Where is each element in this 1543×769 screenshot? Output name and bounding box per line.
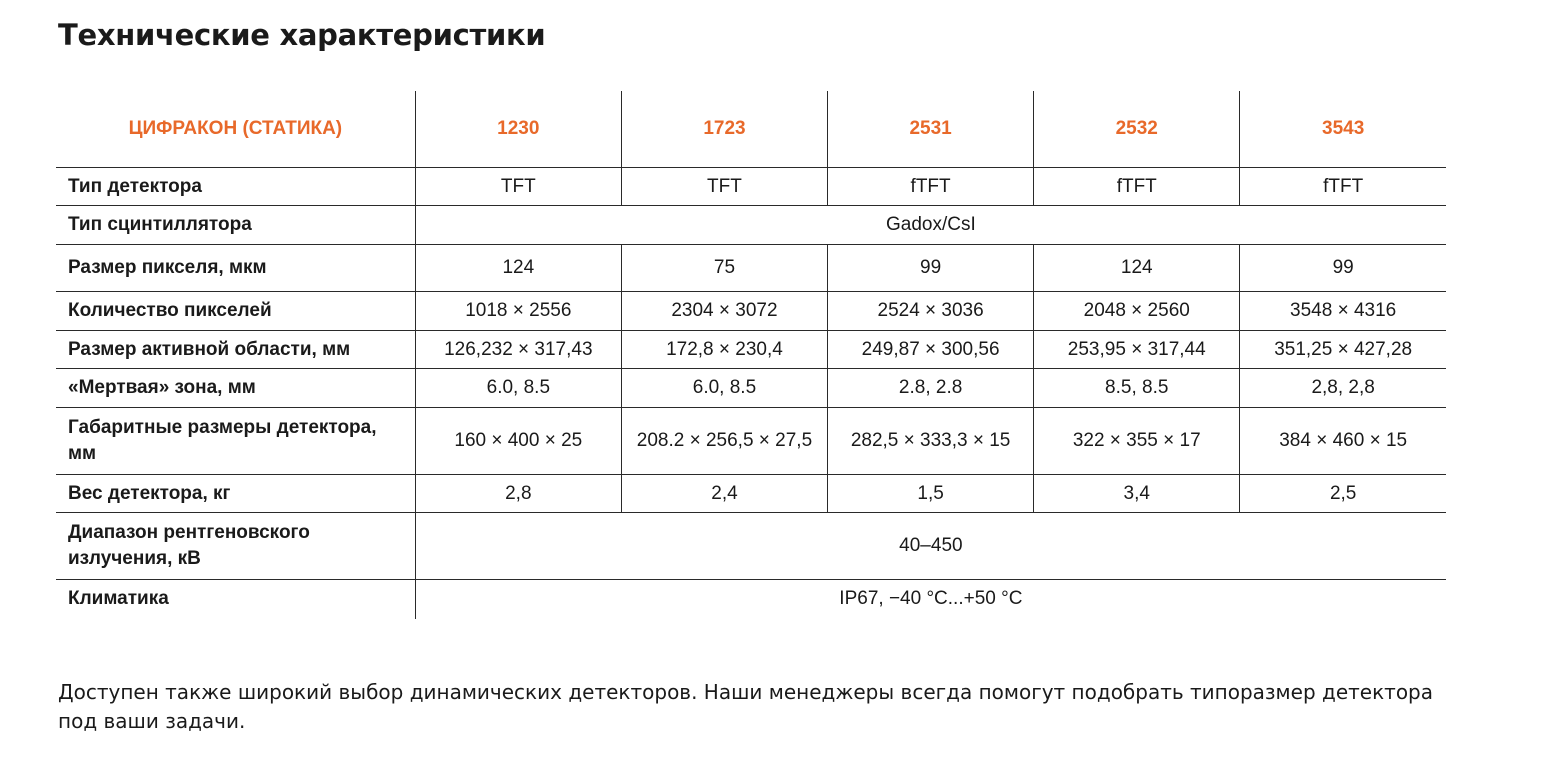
- row-weight: Вес детектора, кг 2,8 2,4 1,5 3,4 2,5: [56, 474, 1446, 513]
- row-xray-range: Диапазон рентгеновского излучения, кВ 40…: [56, 512, 1446, 580]
- cell-value-merged: 40–450: [414, 512, 1446, 580]
- row-label: Тип детектора: [56, 167, 416, 206]
- page-title: Технические характеристики: [58, 18, 546, 52]
- cell-value: 2.8, 2.8: [827, 368, 1034, 408]
- row-label: Размер активной области, мм: [56, 330, 416, 369]
- row-active-area: Размер активной области, мм 126,232 × 31…: [56, 330, 1446, 369]
- cell-value: 322 × 355 × 17: [1033, 407, 1240, 475]
- header-model-2532: 2532: [1033, 91, 1240, 168]
- cell-value: TFT: [414, 167, 622, 206]
- row-detector-type: Тип детектора TFT TFT fTFT fTFT fTFT: [56, 167, 1446, 206]
- cell-value: 6.0, 8.5: [414, 368, 622, 408]
- cell-value: 8.5, 8.5: [1033, 368, 1240, 408]
- row-pixel-count: Количество пикселей 1018 × 2556 2304 × 3…: [56, 291, 1446, 331]
- row-label: Диапазон рентгеновского излучения, кВ: [56, 512, 416, 580]
- row-climate: Климатика IP67, −40 °C...+50 °C: [56, 579, 1446, 619]
- cell-value: 282,5 × 333,3 × 15: [827, 407, 1034, 475]
- cell-value: fTFT: [1033, 167, 1240, 206]
- cell-value: 3,4: [1033, 474, 1240, 513]
- header-series: ЦИФРАКОН (СТАТИКА): [56, 91, 416, 168]
- row-label: Тип сцинтиллятора: [56, 205, 416, 245]
- cell-value: 351,25 × 427,28: [1239, 330, 1446, 369]
- cell-value: 2524 × 3036: [827, 291, 1034, 331]
- specs-table: ЦИФРАКОН (СТАТИКА) 1230 1723 2531 2532 3…: [56, 91, 1446, 619]
- cell-value: 99: [1239, 244, 1446, 292]
- cell-value: 75: [620, 244, 828, 292]
- row-label: Климатика: [68, 588, 169, 610]
- cell-value: 3548 × 4316: [1239, 291, 1446, 331]
- cell-value: 2,5: [1239, 474, 1446, 513]
- table-header-row: ЦИФРАКОН (СТАТИКА) 1230 1723 2531 2532 3…: [56, 91, 1446, 168]
- cell-value: 2304 × 3072: [620, 291, 828, 331]
- row-label: Количество пикселей: [56, 291, 416, 331]
- cell-value: 208.2 × 256,5 × 27,5: [620, 407, 828, 475]
- row-dead-zone: «Мертвая» зона, мм 6.0, 8.5 6.0, 8.5 2.8…: [56, 368, 1446, 408]
- cell-value: 6.0, 8.5: [620, 368, 828, 408]
- row-label: Габаритные размеры детектора, мм: [56, 407, 416, 475]
- cell-value: 124: [1033, 244, 1240, 292]
- cell-value: fTFT: [827, 167, 1034, 206]
- cell-value: 249,87 × 300,56: [827, 330, 1034, 369]
- cell-value: 2,8: [414, 474, 622, 513]
- header-model-2531: 2531: [827, 91, 1034, 168]
- row-pixel-size: Размер пикселя, мкм 124 75 99 124 99: [56, 244, 1446, 292]
- cell-value: 124: [414, 244, 622, 292]
- cell-value-merged: IP67, −40 °C...+50 °C: [414, 579, 1446, 619]
- cell-value: 1018 × 2556: [414, 291, 622, 331]
- cell-value: 99: [827, 244, 1034, 292]
- row-dimensions: Габаритные размеры детектора, мм 160 × 4…: [56, 407, 1446, 475]
- footer-note: Доступен также широкий выбор динамически…: [58, 680, 1434, 733]
- header-model-3543: 3543: [1239, 91, 1446, 168]
- cell-value: fTFT: [1239, 167, 1446, 206]
- cell-value: TFT: [620, 167, 828, 206]
- cell-value: 126,232 × 317,43: [414, 330, 622, 369]
- cell-value: 253,95 × 317,44: [1033, 330, 1240, 369]
- cell-value: 2,8, 2,8: [1239, 368, 1446, 408]
- cell-value: 2,4: [620, 474, 828, 513]
- header-model-1723: 1723: [620, 91, 828, 168]
- cell-value: 172,8 × 230,4: [620, 330, 828, 369]
- cell-value: 384 × 460 × 15: [1239, 407, 1446, 475]
- cell-value: 160 × 400 × 25: [414, 407, 622, 475]
- row-label: Вес детектора, кг: [56, 474, 416, 513]
- cell-value-merged: Gadox/CsI: [414, 205, 1446, 245]
- row-label: «Мертвая» зона, мм: [56, 368, 416, 408]
- cell-value: 1,5: [827, 474, 1034, 513]
- row-label: Размер пикселя, мкм: [56, 244, 416, 292]
- row-scintillator: Тип сцинтиллятора Gadox/CsI: [56, 205, 1446, 245]
- header-model-1230: 1230: [414, 91, 622, 168]
- cell-value: 2048 × 2560: [1033, 291, 1240, 331]
